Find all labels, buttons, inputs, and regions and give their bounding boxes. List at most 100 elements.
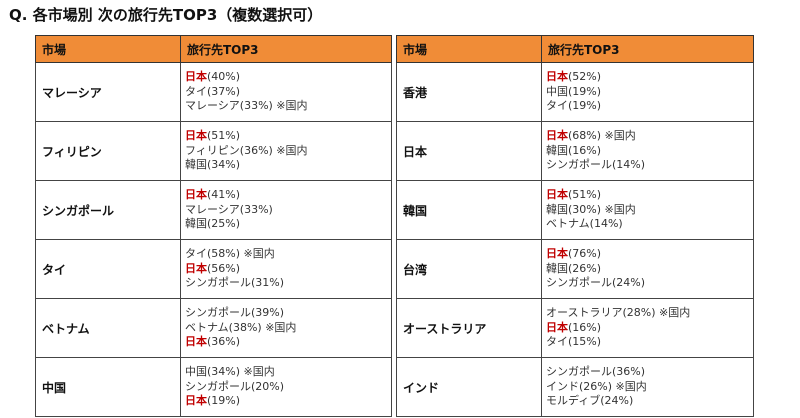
destination-name: 日本 xyxy=(546,247,568,261)
table-row: 日本 日本(68%) ※国内 韓国(16%) シンガポール(14%) xyxy=(396,121,754,181)
destination-name: フィリピン xyxy=(185,143,240,157)
destination-name: 日本 xyxy=(546,70,568,84)
destination-name: マレーシア xyxy=(185,202,240,216)
table-row: インド シンガポール(36%) インド(26%) ※国内 モルディブ(24%) xyxy=(396,357,754,417)
destination-entry: ベトナム(14%) xyxy=(546,217,753,232)
destination-entry: 日本(19%) xyxy=(185,394,391,409)
destination-name: インド xyxy=(546,379,579,393)
table-header-row: 市場 旅行先TOP3 xyxy=(396,35,754,63)
destination-percentage: (38%) ※国内 xyxy=(228,320,297,334)
market-column-header: 市場 xyxy=(35,35,181,63)
destination-entry: 韓国(25%) xyxy=(185,217,391,232)
destination-name: ベトナム xyxy=(185,320,229,334)
destination-entry: タイ(58%) ※国内 xyxy=(185,247,391,262)
destination-name: タイ xyxy=(546,335,568,349)
destination-entry: 日本(51%) xyxy=(185,129,391,144)
destination-name: シンガポール xyxy=(546,276,612,290)
destination-entry: 日本(41%) xyxy=(185,188,391,203)
destination-percentage: (16%) xyxy=(568,320,602,334)
market-name: 香港 xyxy=(396,62,542,122)
destination-entry: 日本(68%) ※国内 xyxy=(546,129,753,144)
page-title: Q. 各市場別 次の旅行先TOP3（複数選択可） xyxy=(9,6,323,24)
destination-percentage: (56%) xyxy=(207,261,241,275)
destination-entry: 韓国(16%) xyxy=(546,144,753,159)
destination-entry: シンガポール(20%) xyxy=(185,380,391,395)
destination-name: タイ xyxy=(185,84,207,98)
destination-name: 日本 xyxy=(546,129,568,143)
destination-entry: フィリピン(36%) ※国内 xyxy=(185,144,391,159)
market-column-header: 市場 xyxy=(396,35,542,63)
market-name: ベトナム xyxy=(35,298,181,358)
table-row: オーストラリア オーストラリア(28%) ※国内 日本(16%) タイ(15%) xyxy=(396,298,754,358)
destination-name: タイ xyxy=(546,99,568,113)
destination-name: 日本 xyxy=(185,188,207,202)
destination-list: 日本(52%) 中国(19%) タイ(19%) xyxy=(541,62,754,122)
destination-percentage: (37%) xyxy=(207,84,241,98)
destination-list: 日本(51%) フィリピン(36%) ※国内 韓国(34%) xyxy=(180,121,392,181)
table-row: フィリピン 日本(51%) フィリピン(36%) ※国内 韓国(34%) xyxy=(35,121,392,181)
destination-percentage: (40%) xyxy=(207,70,241,84)
market-name: 韓国 xyxy=(396,180,542,240)
table-row: 香港 日本(52%) 中国(19%) タイ(19%) xyxy=(396,62,754,122)
left-table-body: マレーシア 日本(40%) タイ(37%) マレーシア(33%) ※国内 フィリピン 日本… xyxy=(35,62,392,417)
top3-column-header: 旅行先TOP3 xyxy=(541,35,754,63)
destination-percentage: (52%) xyxy=(568,70,602,84)
destination-list: オーストラリア(28%) ※国内 日本(16%) タイ(15%) xyxy=(541,298,754,358)
table-row: 中国 中国(34%) ※国内 シンガポール(20%) 日本(19%) xyxy=(35,357,392,417)
destination-list: シンガポール(36%) インド(26%) ※国内 モルディブ(24%) xyxy=(541,357,754,417)
table-row: 韓国 日本(51%) 韓国(30%) ※国内 ベトナム(14%) xyxy=(396,180,754,240)
market-name: マレーシア xyxy=(35,62,181,122)
destination-percentage: (26%) xyxy=(568,261,602,275)
destination-list: シンガポール(39%) ベトナム(38%) ※国内 日本(36%) xyxy=(180,298,392,358)
table-header-row: 市場 旅行先TOP3 xyxy=(35,35,392,63)
destination-percentage: (24%) xyxy=(600,394,634,408)
destination-entry: インド(26%) ※国内 xyxy=(546,380,753,395)
destination-name: シンガポール xyxy=(546,365,612,379)
destination-name: モルディブ xyxy=(546,394,601,408)
destination-name: 韓国 xyxy=(185,217,207,231)
destination-entry: オーストラリア(28%) ※国内 xyxy=(546,306,753,321)
destination-percentage: (68%) ※国内 xyxy=(568,129,636,143)
destination-list: 日本(76%) 韓国(26%) シンガポール(24%) xyxy=(541,239,754,299)
destination-entry: 日本(76%) xyxy=(546,247,753,262)
destination-entry: 日本(51%) xyxy=(546,188,753,203)
destination-percentage: (19%) xyxy=(568,84,602,98)
destination-list: タイ(58%) ※国内 日本(56%) シンガポール(31%) xyxy=(180,239,392,299)
destination-name: 韓国 xyxy=(546,202,568,216)
destination-entry: タイ(37%) xyxy=(185,85,391,100)
market-name: 日本 xyxy=(396,121,542,181)
destination-name: 韓国 xyxy=(546,261,568,275)
destination-entry: シンガポール(31%) xyxy=(185,276,391,291)
destination-entry: シンガポール(24%) xyxy=(546,276,753,291)
destination-entry: 韓国(34%) xyxy=(185,158,391,173)
destination-entry: シンガポール(39%) xyxy=(185,306,391,321)
right-destination-table: 市場 旅行先TOP3 香港 日本(52%) 中国(19%) タイ(19%) 日本 日本(6… xyxy=(396,35,754,417)
table-row: タイ タイ(58%) ※国内 日本(56%) シンガポール(31%) xyxy=(35,239,392,299)
destination-name: 中国 xyxy=(546,84,568,98)
destination-name: 日本 xyxy=(546,320,568,334)
destination-name: シンガポール xyxy=(185,379,251,393)
destination-percentage: (26%) ※国内 xyxy=(579,379,647,393)
destination-entry: タイ(15%) xyxy=(546,335,753,350)
destination-entry: シンガポール(36%) xyxy=(546,365,753,380)
destination-percentage: (36%) ※国内 xyxy=(239,143,308,157)
destination-list: 日本(41%) マレーシア(33%) 韓国(25%) xyxy=(180,180,392,240)
destination-entry: 韓国(30%) ※国内 xyxy=(546,203,753,218)
destination-list: 日本(68%) ※国内 韓国(16%) シンガポール(14%) xyxy=(541,121,754,181)
table-row: ベトナム シンガポール(39%) ベトナム(38%) ※国内 日本(36%) xyxy=(35,298,392,358)
top3-column-header: 旅行先TOP3 xyxy=(180,35,392,63)
destination-entry: タイ(19%) xyxy=(546,99,753,114)
right-table-body: 香港 日本(52%) 中国(19%) タイ(19%) 日本 日本(68%) ※国内 韓国(1… xyxy=(396,62,754,417)
destination-name: 日本 xyxy=(185,394,207,408)
destination-entry: 日本(36%) xyxy=(185,335,391,350)
destination-percentage: (33%) ※国内 xyxy=(239,99,308,113)
destination-entry: マレーシア(33%) ※国内 xyxy=(185,99,391,114)
destination-name: 韓国 xyxy=(185,158,207,172)
destination-percentage: (76%) xyxy=(568,247,602,261)
destination-name: シンガポール xyxy=(185,306,251,320)
destination-percentage: (19%) xyxy=(207,394,241,408)
destination-name: 韓国 xyxy=(546,143,568,157)
destination-name: マレーシア xyxy=(185,99,240,113)
destination-percentage: (28%) ※国内 xyxy=(622,306,691,320)
destination-entry: 中国(34%) ※国内 xyxy=(185,365,391,380)
